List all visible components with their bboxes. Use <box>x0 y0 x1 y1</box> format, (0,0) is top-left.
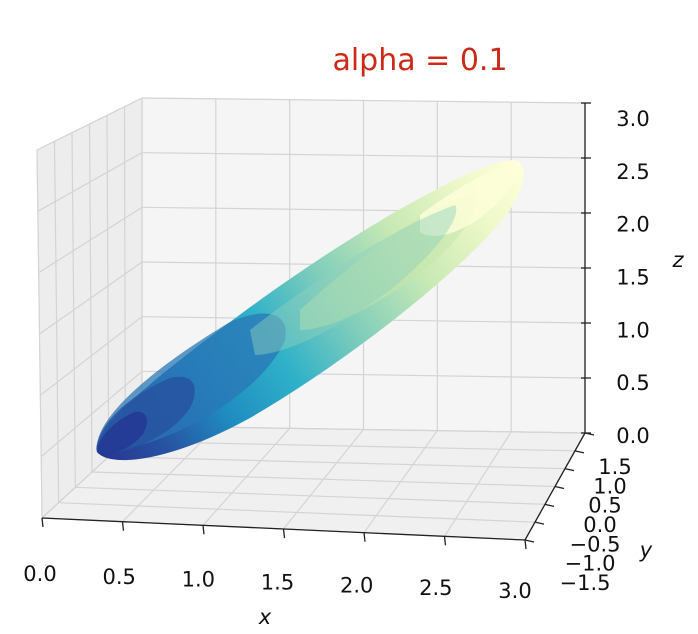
y-tick-mark <box>574 450 585 454</box>
chart-title: alpha = 0.1 <box>332 43 507 78</box>
ellipsoid-midband <box>250 205 457 355</box>
y-tick-label: −0.5 <box>570 532 621 556</box>
x-tick-mark <box>121 521 125 531</box>
x-tick-label: 1.0 <box>182 568 215 592</box>
x-tick-mark <box>524 539 527 550</box>
grid-line-z-left <box>37 152 143 212</box>
y-tick-label: 0.5 <box>588 494 621 518</box>
x-tick-mark <box>41 517 44 528</box>
x-tick-mark <box>282 528 286 539</box>
x-tick-label: 3.0 <box>498 579 531 603</box>
z-tick-label: 2.0 <box>616 213 649 237</box>
y-tick-label: 0.0 <box>583 513 616 537</box>
y-tick-label: 1.5 <box>598 455 631 479</box>
x-tick-label: 1.5 <box>261 571 294 595</box>
x-axis-label: x <box>258 605 272 629</box>
z-tick-label: 1.0 <box>616 318 649 342</box>
y-tick-label: −1.5 <box>560 571 611 595</box>
axis-ticks <box>41 102 595 550</box>
ellipsoid-surface <box>96 160 524 461</box>
x-tick-labels: 0.0 0.5 1.0 1.5 2.0 2.5 3.0 <box>23 562 531 603</box>
z-tick-label: 1.5 <box>616 266 649 290</box>
grid-line-z-back <box>141 152 586 159</box>
x-tick-mark <box>202 525 205 535</box>
y-tick-mark <box>584 432 595 436</box>
z-tick-label: 0.5 <box>616 371 649 395</box>
y-tick-mark <box>554 485 565 490</box>
x-tick-mark <box>443 536 447 546</box>
grid-line-y-floor <box>125 440 576 452</box>
grid-line-y-wall <box>123 106 126 442</box>
x-tick-mark <box>363 532 366 542</box>
y-tick-label: −1.0 <box>565 552 616 576</box>
z-tick-label: 2.5 <box>616 160 649 184</box>
ellipsoid-highlight-2 <box>420 164 517 236</box>
z-tick-labels: 0.0 0.5 1.0 1.5 2.0 2.5 3.0 <box>616 107 649 448</box>
z-axis-label: z <box>671 248 684 272</box>
x-tick-label: 0.0 <box>23 562 56 586</box>
y-tick-mark <box>534 521 545 525</box>
x-tick-label: 0.5 <box>102 565 135 589</box>
y-tick-label: 1.0 <box>593 474 626 498</box>
y-tick-mark <box>564 468 575 472</box>
grid-line-z-left <box>36 97 143 151</box>
grid-line-z-back <box>141 97 586 104</box>
y-tick-mark <box>524 539 535 543</box>
x-tick-label: 2.0 <box>340 573 373 597</box>
y-tick-labels: −1.5−1.0−0.50.00.51.01.5 <box>560 455 632 595</box>
z-tick-label: 3.0 <box>616 107 649 131</box>
ellipsoid-shade-3 <box>97 411 147 454</box>
y-axis-label: y <box>639 538 653 562</box>
z-tick-label: 0.0 <box>616 424 649 448</box>
x-tick-label: 2.5 <box>419 576 452 600</box>
y-tick-mark <box>544 503 555 507</box>
